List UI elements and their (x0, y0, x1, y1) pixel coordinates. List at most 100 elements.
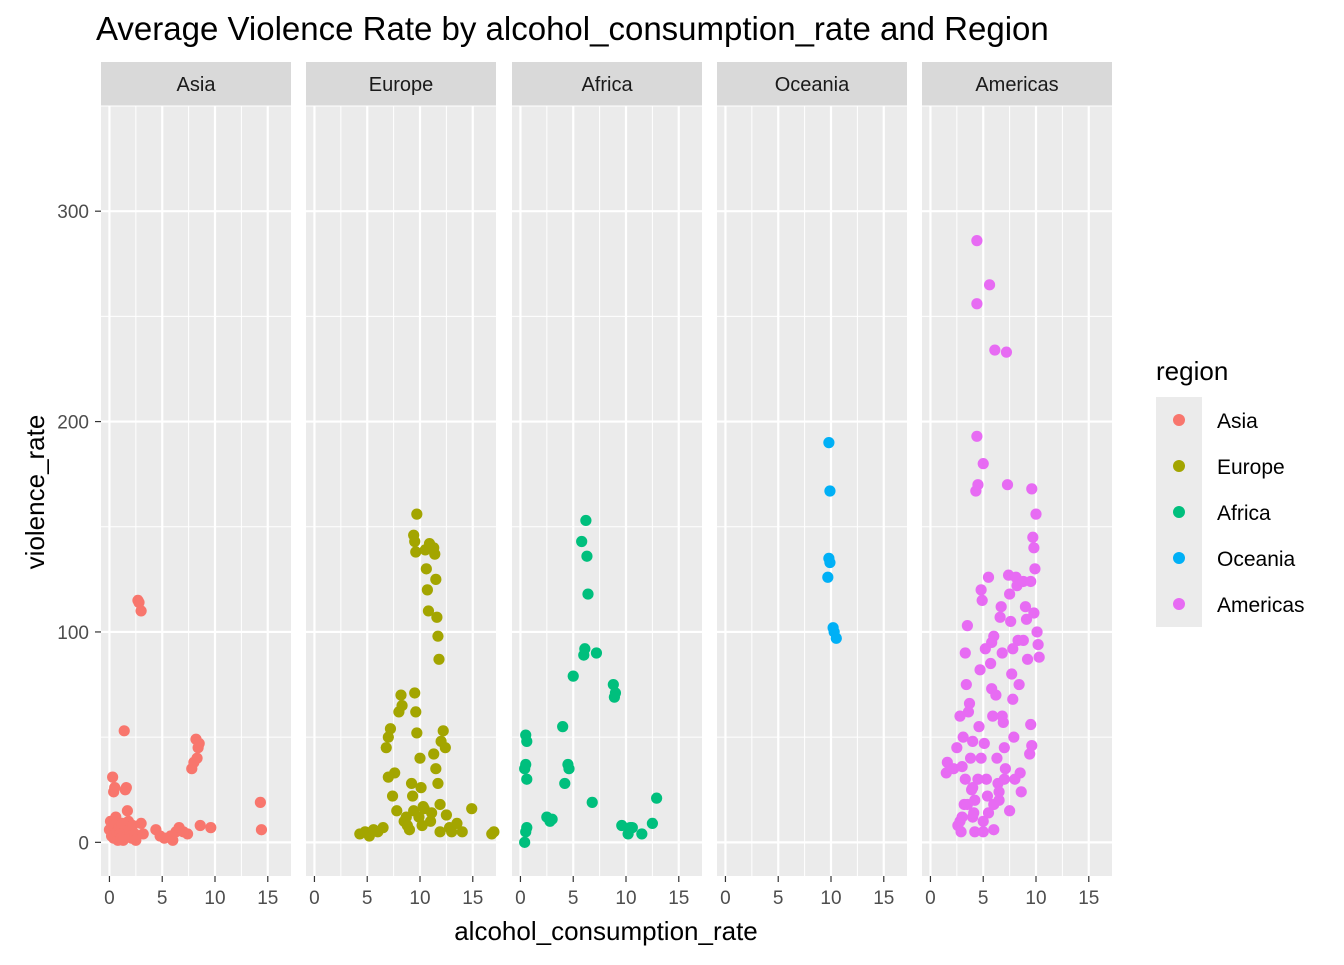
data-point-americas (987, 710, 999, 722)
data-point-asia (254, 796, 266, 808)
data-point-asia (193, 737, 205, 750)
data-point-americas (956, 761, 968, 773)
data-point-europe (451, 817, 463, 830)
facet-panel-asia: Asia 0 5 10 15 (101, 62, 291, 909)
data-point-asia (127, 819, 139, 832)
data-point-europe (407, 790, 419, 802)
y-tick-label: 0 (78, 833, 89, 854)
data-point-americas (1020, 613, 1033, 625)
data-point-europe (396, 699, 408, 712)
data-point-americas (1013, 678, 1025, 691)
data-point-americas (1028, 607, 1040, 619)
data-point-americas (988, 798, 1000, 811)
data-point-europe (433, 653, 445, 665)
data-point-asia (118, 725, 130, 737)
data-point-europe (418, 803, 430, 815)
data-point-americas (977, 826, 989, 838)
data-point-europe (424, 815, 437, 827)
data-point-americas (972, 479, 984, 491)
y-axis-label: violence_rate (20, 415, 50, 570)
data-point-africa (651, 792, 663, 804)
data-point-americas (969, 826, 981, 838)
data-point-asia (120, 782, 132, 794)
data-point-asia (255, 824, 268, 836)
data-point-asia (194, 819, 206, 832)
data-point-europe (391, 805, 403, 817)
data-point-europe (395, 689, 407, 701)
data-point-europe (422, 605, 435, 617)
data-point-americas (996, 647, 1008, 659)
data-point-europe (409, 687, 421, 699)
data-point-europe (405, 777, 418, 790)
data-point-europe (440, 809, 452, 821)
data-point-europe (409, 535, 421, 548)
data-point-americas (990, 689, 1002, 701)
legend: region Asia Europe Africa Oceania Americas (1156, 356, 1305, 627)
data-point-americas (1026, 483, 1038, 495)
data-point-americas (968, 807, 980, 819)
data-point-europe (416, 819, 428, 832)
data-point-africa (559, 777, 571, 790)
data-point-asia (205, 822, 217, 834)
data-point-americas (996, 710, 1008, 722)
x-tick-label: 15 (873, 888, 894, 909)
x-axis-label: alcohol_consumption_rate (454, 916, 758, 946)
x-tick-label: 0 (720, 888, 731, 909)
data-point-americas (971, 430, 983, 442)
facet-strip-label: Americas (975, 74, 1058, 96)
data-point-americas (1005, 615, 1017, 628)
legend-key-oceania (1173, 552, 1185, 564)
data-point-americas (962, 706, 975, 718)
data-point-europe (437, 725, 449, 737)
data-point-americas (994, 611, 1006, 623)
data-point-americas (959, 647, 971, 659)
data-point-americas (1015, 786, 1027, 798)
facet-strip (512, 62, 702, 106)
data-point-americas (964, 752, 977, 764)
data-point-africa (519, 836, 531, 848)
x-tick-label: 5 (773, 888, 784, 909)
data-point-europe (488, 826, 500, 838)
data-point-europe (403, 824, 416, 836)
x-tick-label: 10 (615, 888, 636, 909)
data-point-africa (579, 643, 591, 655)
data-point-americas (981, 790, 994, 802)
data-point-europe (434, 798, 446, 811)
data-point-americas (1006, 668, 1018, 680)
data-point-americas (975, 584, 987, 596)
data-point-europe (384, 723, 397, 735)
data-point-americas (998, 773, 1010, 785)
data-point-europe (386, 790, 399, 802)
data-point-europe (456, 826, 468, 838)
data-point-africa (636, 828, 648, 840)
data-point-oceania (830, 632, 842, 644)
data-point-europe (415, 782, 427, 794)
data-point-asia (130, 834, 142, 846)
data-point-americas (951, 742, 963, 754)
legend-title: region (1156, 356, 1228, 386)
facet-strip (101, 62, 291, 106)
data-point-americas (1028, 542, 1040, 554)
data-point-africa (576, 535, 588, 548)
y-tick-label: 300 (57, 202, 89, 223)
y-tick-label: 200 (57, 413, 89, 434)
legend-items: Asia Europe Africa Oceania Americas (1173, 410, 1305, 617)
data-point-americas (982, 807, 995, 819)
data-point-americas (972, 773, 984, 785)
data-point-americas (977, 458, 989, 470)
data-point-europe (434, 826, 446, 838)
x-tick-label: 0 (104, 888, 115, 909)
facet-strip-label: Europe (369, 74, 434, 96)
data-point-africa (586, 796, 598, 808)
data-point-europe (431, 611, 443, 623)
facet-panel-americas: Americas 0 5 10 15 (922, 62, 1112, 909)
x-tick-label: 15 (257, 888, 278, 909)
data-point-americas (976, 594, 988, 606)
facet-strip (717, 62, 907, 106)
x-tick-label: 10 (820, 888, 841, 909)
data-point-americas (948, 763, 960, 775)
data-point-americas (957, 731, 969, 743)
legend-label: Asia (1217, 410, 1258, 433)
data-point-americas (954, 710, 966, 722)
